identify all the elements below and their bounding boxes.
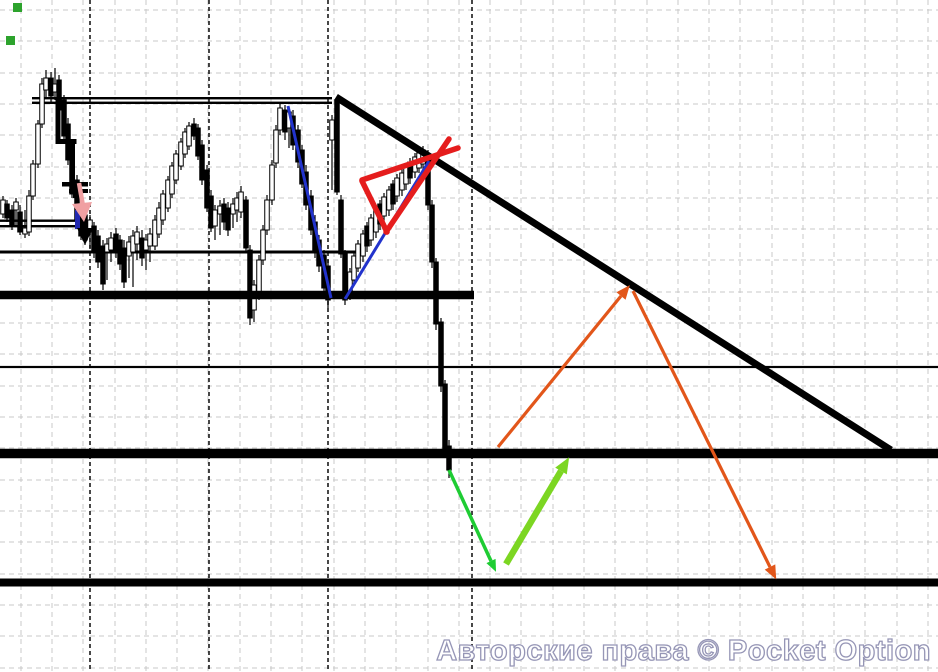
level-line-resistance-double-upper[interactable] — [32, 97, 332, 100]
period-separators — [89, 0, 473, 672]
level-line-support-low[interactable] — [0, 578, 938, 587]
projection-arrows[interactable] — [447, 285, 777, 580]
level-line-support-upper[interactable] — [0, 290, 474, 300]
entry-markers — [72, 182, 93, 245]
horizontal-level-lines[interactable] — [0, 97, 363, 254]
support-resistance-lines[interactable] — [0, 290, 938, 587]
level-line-level-thin[interactable] — [0, 365, 938, 369]
level-line-minor-double-lower[interactable] — [0, 225, 84, 228]
selection-square — [13, 3, 22, 12]
pink-down-arrowhead — [72, 202, 92, 222]
orange-down-arrow[interactable] — [631, 290, 777, 580]
level-line-support-mid[interactable] — [0, 448, 938, 459]
red-triangle-annotation[interactable] — [359, 136, 461, 235]
black-down-arrow-marker — [77, 228, 93, 245]
level-line-level-mid[interactable] — [0, 250, 363, 254]
blue-tick-marker — [75, 210, 80, 229]
selection-square — [6, 36, 15, 45]
broker-watermark: Авторские права © Pocket Option — [436, 634, 932, 667]
descending-trendline[interactable] — [334, 94, 893, 453]
level-line-resistance-double-lower[interactable] — [32, 101, 332, 104]
pink-down-arrow — [76, 182, 86, 207]
green-up-arrow[interactable] — [503, 457, 570, 566]
green-down-arrow[interactable] — [447, 469, 497, 572]
orange-up-arrow[interactable] — [496, 285, 630, 449]
green-selection-squares — [6, 3, 22, 45]
level-line-minor-double-upper[interactable] — [0, 219, 84, 222]
